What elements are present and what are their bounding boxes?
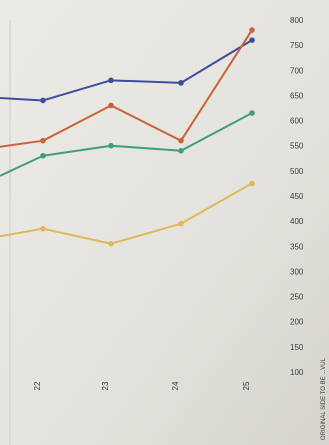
data-point — [249, 37, 255, 43]
y-tick-label: 250 — [290, 293, 304, 302]
y-tick-label: 150 — [290, 343, 304, 352]
y-tick-label: 700 — [290, 66, 304, 75]
y-tick-label: 550 — [290, 142, 304, 151]
data-point — [178, 80, 184, 86]
data-point — [249, 110, 255, 116]
data-point — [178, 220, 184, 227]
y-tick-label: 800 — [290, 16, 304, 25]
y-tick-label: 600 — [290, 117, 304, 126]
series-points — [40, 27, 255, 247]
x-tick-label: 22 — [33, 381, 42, 390]
data-point — [249, 180, 255, 187]
data-point — [40, 97, 46, 104]
data-point — [40, 225, 46, 232]
y-tick-label: 200 — [290, 318, 304, 327]
x-tick-label: 25 — [242, 381, 251, 390]
y-tick-label: 350 — [290, 242, 304, 251]
data-point — [108, 102, 114, 109]
x-tick-label: 23 — [101, 381, 110, 390]
data-point — [249, 27, 255, 33]
data-point — [40, 152, 46, 159]
data-point — [108, 142, 114, 149]
data-point — [108, 240, 114, 247]
data-point — [40, 137, 46, 144]
y-tick-label: 500 — [290, 167, 304, 176]
data-point — [178, 147, 184, 154]
y-tick-label: 650 — [290, 91, 304, 100]
y-tick-label: 300 — [290, 267, 304, 276]
data-point — [108, 77, 114, 84]
y-tick-label: 100 — [290, 368, 304, 377]
x-axis-tick-labels: 22 23 24 25 — [33, 381, 251, 390]
y-tick-label: 400 — [290, 217, 304, 226]
y-tick-label: 750 — [290, 41, 304, 50]
data-point — [178, 137, 184, 144]
margin-text: ORIGINAL SIDE TO BE ...VUL — [321, 357, 327, 440]
y-tick-label: 450 — [290, 192, 304, 201]
x-tick-label: 24 — [171, 381, 180, 390]
y-axis-tick-labels: 100 150 200 250 300 350 400 450 500 550 600 650 700 7… — [290, 16, 304, 377]
